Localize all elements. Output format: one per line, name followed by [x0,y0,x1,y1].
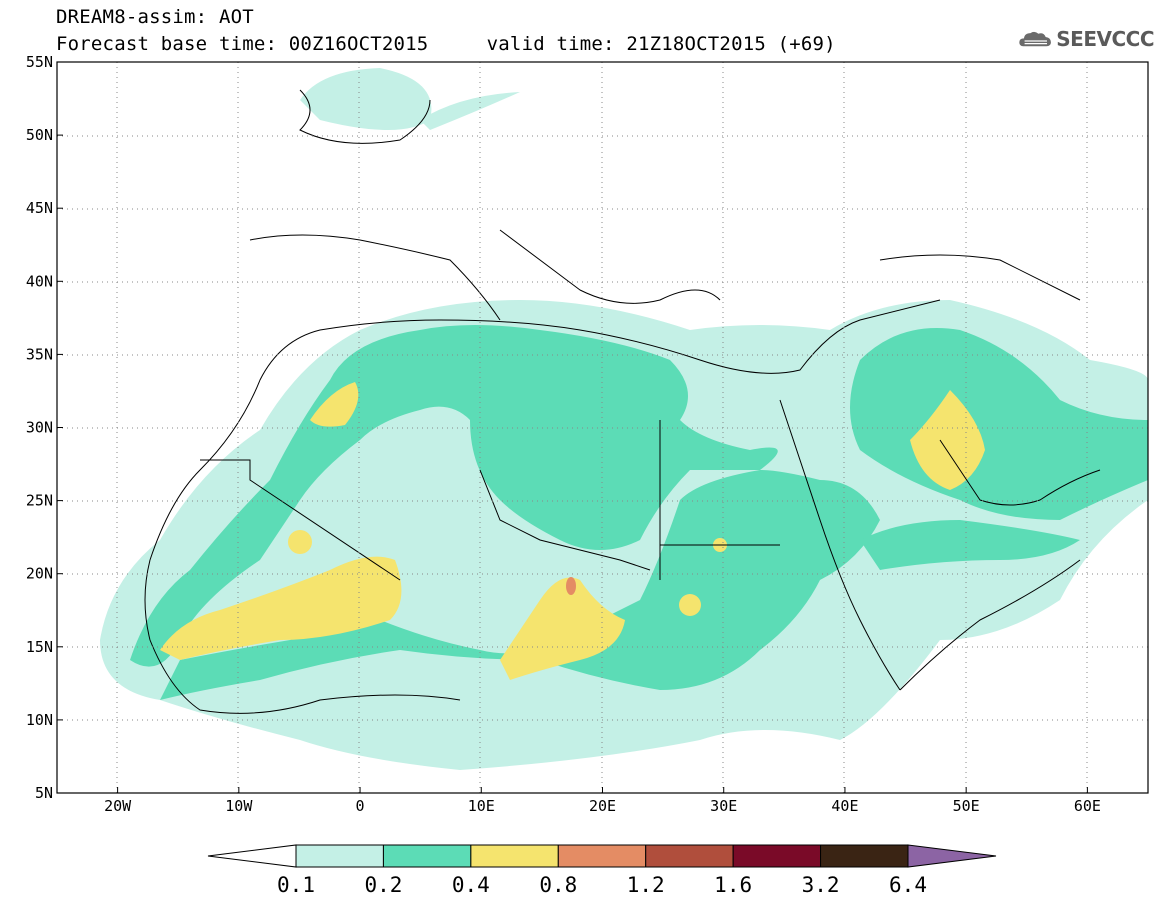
lat-label: 55N [26,53,53,71]
lat-label: 45N [26,199,53,217]
lon-label: 0 [356,797,365,815]
colorbar-label: 0.1 [277,873,315,897]
coastline [149,299,941,561]
colorbar-label: 1.2 [627,873,665,897]
colorbar-segment [382,844,472,868]
coastline [899,559,1081,691]
colorbar-label: 0.8 [539,873,577,897]
colorbar-segment [295,844,384,868]
border [479,469,651,571]
aot-band-0.1 [300,68,432,130]
lat-label: 50N [26,126,53,144]
latitude-labels: 55N 50N 45N 40N 35N 30N 25N 20N 15N 10N 5N [26,53,53,802]
coastline [299,89,431,144]
lat-label: 40N [26,272,53,290]
aot-field [100,68,1148,770]
logo-text: SEEVCCC [1056,27,1154,51]
colorbar-segment [557,844,647,868]
lon-label: 40E [831,797,858,815]
base-time-text: Forecast base time: 00Z16OCT2015 [56,33,429,55]
border [200,459,401,581]
lon-label: 20E [589,797,616,815]
aot-band-0.2 [860,520,1080,570]
coastline [779,399,901,691]
colorbar-high-arrow [907,844,997,868]
aot-band-0.2 [130,325,778,667]
lon-label: 60E [1074,797,1101,815]
aot-band-0.4 [679,594,701,616]
aot-band-0.4 [160,556,402,660]
colorbar-label: 0.4 [452,873,490,897]
aot-band-0.4 [310,382,359,427]
aot-band-0.4 [500,577,625,680]
lat-label: 15N [26,638,53,656]
title-text: DREAM8-assim: AOT [56,6,254,28]
longitude-labels: 20W 10W 0 10E 20E 30E 40E 50E 60E [104,797,1101,815]
coastline [499,229,721,304]
lat-label: 5N [35,784,53,802]
colorbar-segment [470,844,559,868]
axis-ticks [57,61,1088,794]
coastline [144,559,461,714]
lon-label: 20W [104,797,132,815]
colorbar-label: 1.6 [714,873,752,897]
seevccc-logo: SEEVCCC [1018,22,1154,56]
border [659,420,780,580]
valid-time-text: valid time: 21Z18OCT2015 (+69) [486,33,836,55]
lat-label: 35N [26,345,53,363]
colorbar-segment [645,844,734,868]
colorbar-low-arrow [207,844,297,868]
colorbar: 0.1 0.2 0.4 0.8 1.2 1.6 3.2 6.4 [207,844,997,897]
lon-label: 30E [710,797,737,815]
aot-band-0.8 [566,577,576,595]
lat-label: 30N [26,419,53,437]
aot-band-0.2 [160,470,880,700]
aot-band-0.4 [288,530,312,554]
aot-band-0.4 [910,390,985,490]
time-info: Forecast base time: 00Z16OCT2015 valid t… [56,33,836,55]
gridlines [57,62,1148,793]
colorbar-label: 6.4 [889,873,927,897]
lat-label: 25N [26,492,53,510]
coastline [879,254,1081,301]
aot-band-0.2 [850,328,1148,520]
aot-band-0.1 [420,92,520,130]
lon-label: 10E [468,797,495,815]
colorbar-segment [820,844,909,868]
cloud-icon [1019,31,1051,47]
lat-label: 10N [26,711,53,729]
coastline [939,439,1101,506]
lon-label: 50E [953,797,980,815]
colorbar-label: 3.2 [802,873,840,897]
colorbar-label: 0.2 [364,873,402,897]
map-title: DREAM8-assim: AOT [56,6,254,28]
lat-label: 20N [26,565,53,583]
colorbar-segment [732,844,822,868]
coastlines [144,89,1101,714]
coastline [249,234,501,321]
lon-label: 10W [225,797,253,815]
